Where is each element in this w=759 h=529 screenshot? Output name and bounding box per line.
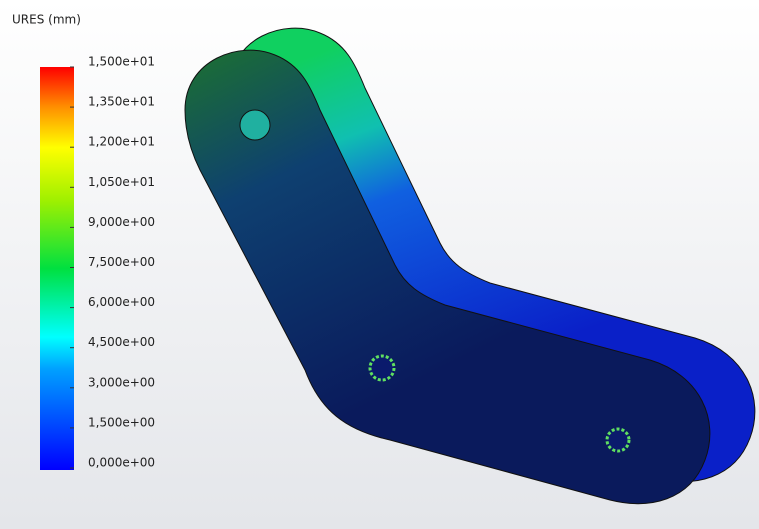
legend-title: URES (mm) [12,13,81,27]
legend-label: 1,500e+00 [88,415,155,429]
hole [370,356,394,380]
legend-label: 1,350e+01 [88,95,155,109]
page: URES (mm) 1,500e+01 1,350e+01 1,200e+01 1,0… [0,0,759,529]
legend-label: 0,000e+00 [88,456,155,470]
legend-label: 1,050e+01 [88,175,155,189]
hole [240,110,270,140]
color-bar [40,67,74,470]
legend-label: 7,500e+00 [88,255,155,269]
legend-label: 9,000e+00 [88,215,155,229]
viewport: URES (mm) 1,500e+01 1,350e+01 1,200e+01 1,0… [0,0,759,529]
legend-label: 1,500e+01 [88,55,155,69]
legend-label: 4,500e+00 [88,335,155,349]
legend-label: 6,000e+00 [88,295,155,309]
legend-label: 3,000e+00 [88,375,155,389]
legend-label: 1,200e+01 [88,135,155,149]
hole [607,429,629,451]
